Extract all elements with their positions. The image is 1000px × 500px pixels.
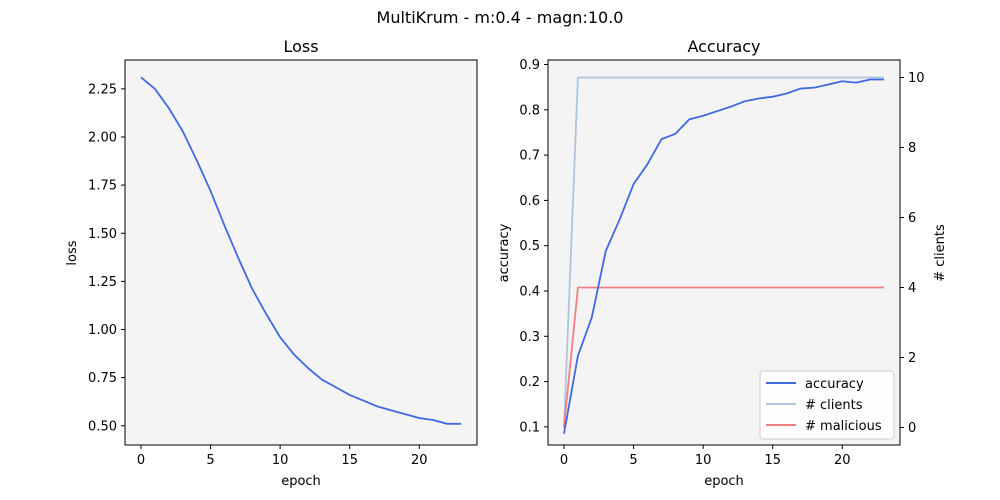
loss-y-axis-label: loss [65, 240, 80, 265]
y-tick-label: 0.1 [519, 420, 540, 435]
figure-suptitle: MultiKrum - m:0.4 - magn:10.0 [377, 8, 624, 27]
y-tick-label: 2.00 [88, 131, 117, 146]
loss-y-ticks: 0.50 0.75 1.00 1.25 1.50 1.75 2.00 2.25 [88, 82, 125, 434]
y-tick-label: 0.9 [519, 58, 540, 73]
y-tick-label: 1.25 [88, 275, 117, 290]
accuracy-title: Accuracy [687, 37, 760, 56]
loss-panel: Loss 0 5 10 15 20 0.50 0.75 1.00 1.25 1.50 1.75 2.… [65, 37, 478, 489]
x-tick-label: 20 [834, 453, 851, 468]
loss-line [140, 76, 461, 425]
x-tick-label: 0 [137, 453, 145, 468]
x-tick-label: 5 [629, 453, 637, 468]
x-tick-label: 20 [411, 453, 428, 468]
accuracy-y-ticks: 0.1 0.2 0.3 0.4 0.5 0.6 0.7 0.8 0.9 [519, 58, 548, 435]
y-tick-label: 0.4 [519, 285, 540, 300]
y-tick-label: 1.50 [88, 227, 117, 242]
accuracy-panel: Accuracy 0 5 10 15 20 0.10.20.30.40.50.60.70… [497, 37, 948, 489]
x-tick-label: 0 [560, 453, 568, 468]
accuracy-x-ticks: 0 5 10 15 20 [560, 445, 851, 468]
y-right-tick-label: 2 [908, 351, 916, 366]
y-tick-label: 0.5 [519, 239, 540, 254]
y-right-tick-label: 4 [908, 281, 916, 296]
y-tick-label: 0.8 [519, 103, 540, 118]
legend-label-malicious: # malicious [805, 419, 882, 434]
loss-plot-area [124, 59, 478, 446]
y-right-tick-label: 10 [908, 71, 925, 86]
x-tick-label: 15 [764, 453, 781, 468]
y-tick-label: 0.75 [88, 371, 117, 386]
y-right-tick-label: 8 [908, 141, 916, 156]
x-tick-label: 10 [272, 453, 289, 468]
loss-series-lines [140, 76, 461, 425]
accuracy-y-axis-label: accuracy [497, 223, 512, 282]
clients-y-ticks: 0 2 4 6 8 10 [900, 71, 925, 436]
y-right-tick-label: 0 [908, 421, 916, 436]
malicious-line [563, 286, 884, 428]
x-tick-label: 15 [341, 453, 358, 468]
accuracy-line [563, 78, 884, 434]
y-tick-label: 1.00 [88, 323, 117, 338]
legend-label-accuracy: accuracy [805, 377, 864, 392]
clients-y-axis-label: # clients [933, 224, 948, 282]
loss-title: Loss [283, 37, 318, 56]
x-tick-label: 10 [695, 453, 712, 468]
loss-x-axis-label: epoch [281, 474, 321, 489]
clients-line [563, 76, 884, 428]
accuracy-x-axis-label: epoch [704, 474, 744, 489]
legend: accuracy # clients # malicious [759, 370, 895, 440]
x-tick-label: 5 [206, 453, 214, 468]
legend-label-clients: # clients [805, 398, 863, 413]
legend-box [759, 370, 895, 440]
y-tick-label: 2.25 [88, 82, 117, 97]
y-tick-label: 0.2 [519, 375, 540, 390]
y-tick-label: 0.7 [519, 149, 540, 164]
y-tick-label: 0.50 [88, 419, 117, 434]
y-tick-label: 0.6 [519, 194, 540, 209]
y-right-tick-label: 6 [908, 211, 916, 226]
accuracy-series-lines [563, 76, 884, 434]
y-tick-label: 0.3 [519, 330, 540, 345]
y-tick-label: 1.75 [88, 179, 117, 194]
loss-x-ticks: 0 5 10 15 20 [137, 445, 428, 468]
